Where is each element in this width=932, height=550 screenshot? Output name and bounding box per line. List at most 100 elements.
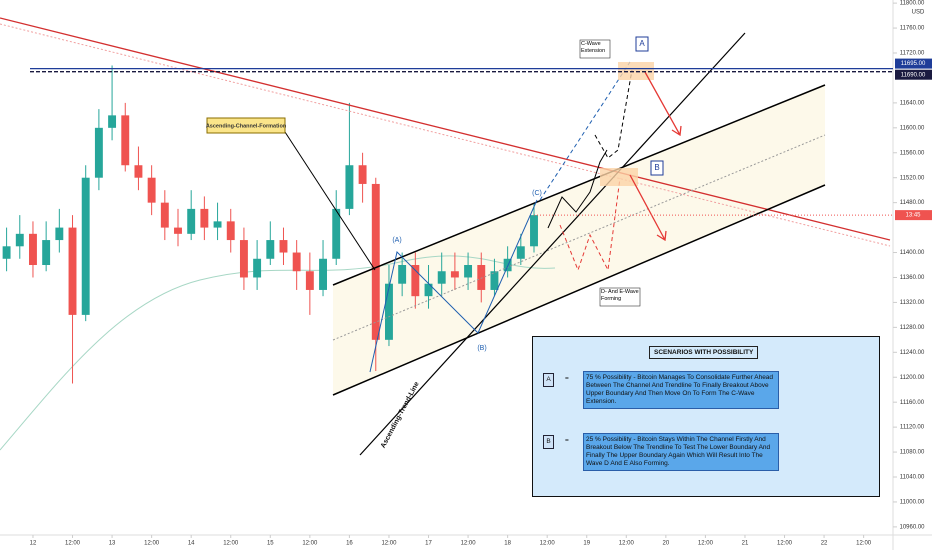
- x-tick-label: 12:00: [302, 541, 318, 547]
- candle-body: [200, 208, 209, 228]
- arrows: [629, 71, 682, 242]
- candle-body: [450, 271, 459, 278]
- countdown-box: [895, 210, 932, 221]
- channel-label: Ascending-Channel-Formation: [206, 123, 287, 129]
- candle-body: [68, 227, 77, 315]
- candle-body: [266, 240, 275, 259]
- candle-body: [437, 271, 446, 284]
- note-box: [599, 287, 641, 307]
- trend-label: Ascending-Trend-Line: [380, 381, 421, 450]
- projection-a: [594, 69, 633, 159]
- trendline-shadow: [0, 23, 891, 247]
- candle-body: [477, 265, 486, 290]
- y-tick-label: 11080.00: [900, 450, 925, 456]
- scenario-text: 75 % Possibility - Bitcoin Manages To Co…: [583, 371, 779, 409]
- marker: A: [639, 39, 645, 48]
- x-tick-label: 12:00: [223, 541, 239, 547]
- x-tick-label: 20: [663, 541, 670, 547]
- scenario-title: SCENARIOS WITH POSSIBILITY: [649, 346, 759, 359]
- candle-body: [385, 283, 393, 340]
- marker: B: [654, 163, 659, 172]
- scenario-key: A: [543, 373, 554, 387]
- candle-body: [530, 215, 538, 247]
- y-tick-label: 11240.00: [900, 350, 925, 356]
- y-tick-label: 11520.00: [900, 175, 925, 181]
- note-text: D- And E-Wave Forming: [601, 289, 639, 302]
- target-zone-b: [600, 168, 638, 186]
- wave-label: (C): [532, 190, 542, 197]
- marker-box: [650, 160, 664, 176]
- level-label: 11690.00: [901, 72, 926, 78]
- candle-body: [411, 265, 420, 297]
- candle-body: [134, 165, 143, 178]
- moving-average: [0, 255, 556, 451]
- y-tick-label: 11040.00: [900, 475, 925, 481]
- x-tick-label: 12:00: [540, 541, 556, 547]
- channel-upper: [332, 84, 826, 286]
- x-tick-label: 14: [188, 541, 195, 547]
- y-tick-label: 11720.00: [900, 51, 925, 57]
- y-tick-label: 11120.00: [900, 425, 925, 431]
- level-box: [895, 58, 932, 69]
- channel-mid: [332, 134, 826, 341]
- candle-body: [81, 177, 90, 315]
- channel-fill: [333, 85, 825, 395]
- candle-body: [29, 233, 37, 266]
- candle-body: [121, 115, 130, 166]
- scenario-sign: =: [565, 437, 569, 444]
- scenario-key: B: [543, 435, 554, 449]
- countdown: 13:45: [905, 213, 921, 219]
- candle-body: [253, 258, 262, 278]
- candle-body: [279, 240, 288, 253]
- y-tick-label: 11160.00: [900, 400, 925, 406]
- candle-body: [226, 221, 235, 241]
- y-tick-label: 11560.00: [900, 150, 925, 156]
- x-tick-label: 17: [425, 541, 432, 547]
- ascending-trendline: [359, 32, 746, 456]
- candle-body: [213, 221, 222, 228]
- x-tick-label: 12:00: [144, 541, 160, 547]
- wave-label: (A): [392, 237, 401, 244]
- y-tick-label: 11320.00: [900, 300, 925, 306]
- note-text: C-Wave Extension: [581, 41, 606, 54]
- y-tick-label: 11400.00: [900, 250, 925, 256]
- y-tick-label: 11280.00: [900, 325, 925, 331]
- x-tick-label: 12:00: [698, 541, 714, 547]
- candle-body: [345, 165, 354, 209]
- x-tick-label: 12:00: [381, 541, 397, 547]
- callout-box: [206, 117, 286, 134]
- y-tick-label: 11640.00: [900, 100, 925, 106]
- y-tick-label: 11760.00: [900, 26, 925, 32]
- descending-trendline: [0, 17, 891, 241]
- candle-body: [424, 283, 433, 297]
- candle-body: [147, 177, 156, 203]
- x-tick-label: 12: [30, 541, 37, 547]
- candle-body: [305, 271, 314, 290]
- x-tick-label: 12:00: [777, 541, 793, 547]
- candle-body: [358, 165, 367, 184]
- y-tick-label: 11360.00: [900, 275, 925, 281]
- candle-body: [371, 183, 380, 340]
- candle-body: [292, 252, 301, 272]
- plot: [2, 65, 538, 384]
- candle-body: [464, 265, 473, 278]
- x-tick-label: 13: [109, 541, 116, 547]
- candle-body: [42, 240, 51, 266]
- candle-body: [108, 115, 117, 128]
- candle-body: [2, 246, 11, 259]
- scenario-sign: =: [565, 375, 569, 382]
- x-tick-label: 18: [504, 541, 511, 547]
- x-tick-label: 21: [742, 541, 749, 547]
- y-tick-label: 11000.00: [900, 500, 925, 506]
- marker-box: [635, 36, 649, 52]
- projection-b: [547, 149, 608, 229]
- x-tick-label: 22: [821, 541, 828, 547]
- x-tick-label: 12:00: [461, 541, 477, 547]
- candle-body: [55, 227, 64, 241]
- level-label: 11695.00: [901, 61, 926, 67]
- x-tick-label: 19: [583, 541, 590, 547]
- candle-body: [15, 233, 24, 247]
- x-tick-label: 16: [346, 541, 353, 547]
- callout-line: [284, 131, 376, 271]
- y-tick-label: 11800.00: [900, 1, 925, 7]
